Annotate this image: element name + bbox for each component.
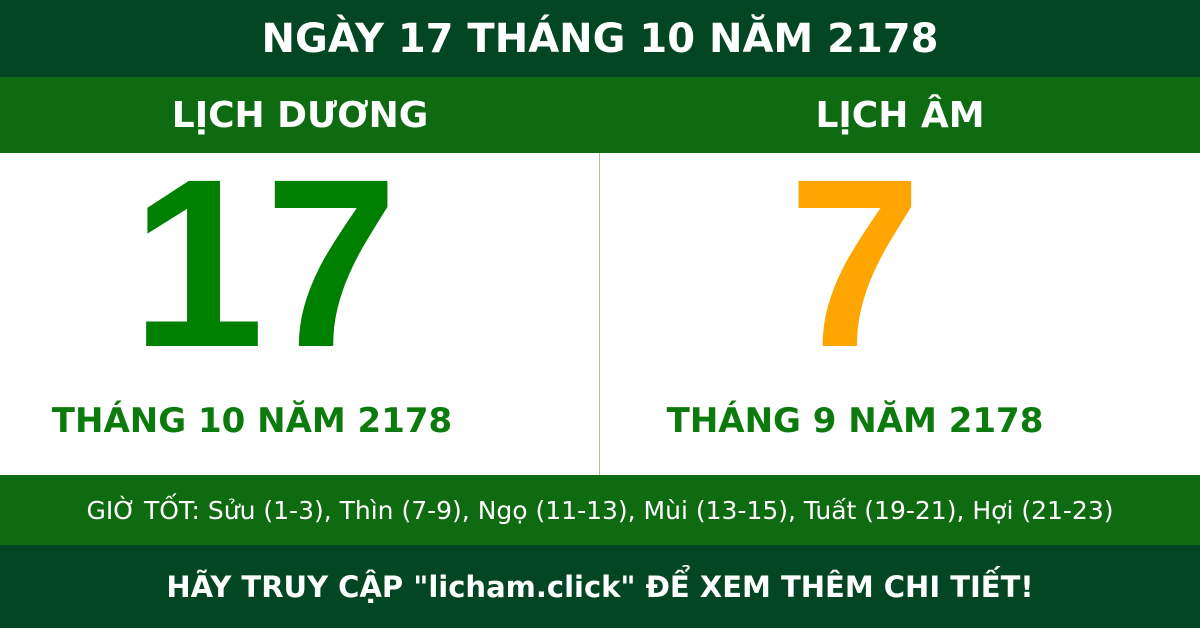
- solar-day: 17: [131, 129, 398, 397]
- solar-heading: LỊCH DƯƠNG: [171, 94, 429, 136]
- lunar-month-year: THÁNG 9 NĂM 2178: [666, 401, 1044, 441]
- good-hours: GIỜ TỐT: Sửu (1-3), Thìn (7-9), Ngọ (11-…: [0, 475, 1200, 545]
- lunar-heading: LỊCH ÂM: [815, 94, 985, 136]
- page-title: NGÀY 17 THÁNG 10 NĂM 2178: [0, 0, 1200, 77]
- solar-panel: 17 THÁNG 10 NĂM 2178: [0, 129, 600, 475]
- solar-month-year: THÁNG 10 NĂM 2178: [51, 401, 453, 441]
- calendar-headings: LỊCH DƯƠNG LỊCH ÂM: [0, 77, 1200, 153]
- footer-cta: HÃY TRUY CẬP "licham.click" ĐỂ XEM THÊM …: [0, 545, 1200, 628]
- lunar-day: 7: [788, 129, 922, 397]
- lunar-panel: 7 THÁNG 9 NĂM 2178: [600, 129, 1200, 475]
- calendar-body: 17 THÁNG 10 NĂM 2178 7 THÁNG 9 NĂM 2178: [0, 129, 1200, 475]
